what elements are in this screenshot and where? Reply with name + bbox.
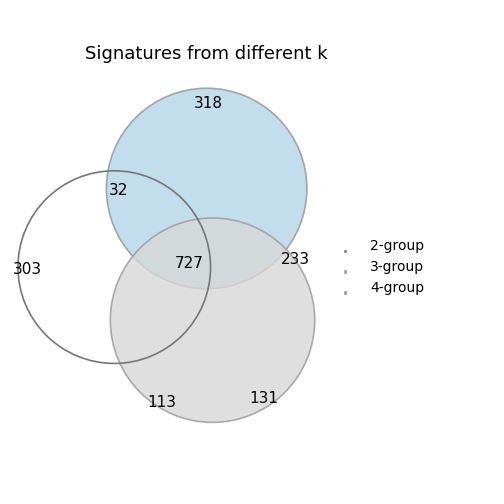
Legend: 2-group, 3-group, 4-group: 2-group, 3-group, 4-group bbox=[339, 234, 429, 300]
Text: 233: 233 bbox=[281, 252, 309, 267]
Circle shape bbox=[106, 88, 307, 289]
Text: 32: 32 bbox=[108, 183, 128, 198]
Text: 727: 727 bbox=[174, 256, 204, 271]
Text: 303: 303 bbox=[13, 262, 42, 277]
Text: 318: 318 bbox=[194, 96, 223, 111]
Text: 131: 131 bbox=[249, 391, 278, 406]
Text: 113: 113 bbox=[147, 395, 176, 410]
Circle shape bbox=[110, 218, 314, 422]
Title: Signatures from different k: Signatures from different k bbox=[85, 45, 328, 64]
